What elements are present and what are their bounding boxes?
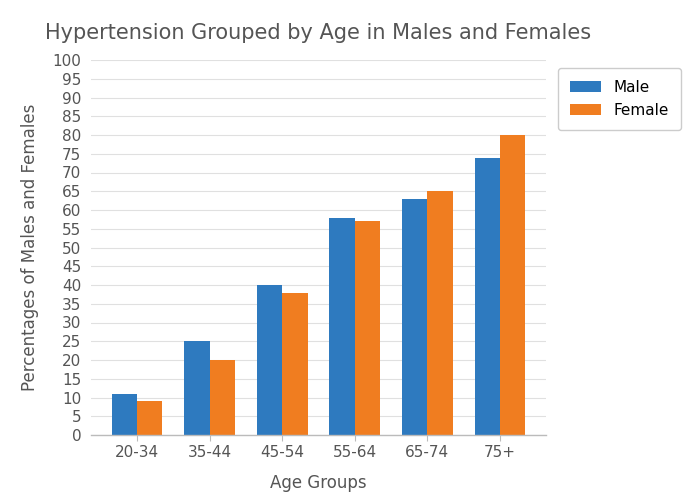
Bar bbox=[257, 285, 282, 435]
Bar bbox=[330, 218, 355, 435]
Bar bbox=[355, 221, 380, 435]
Title: Hypertension Grouped by Age in Males and Females: Hypertension Grouped by Age in Males and… bbox=[46, 23, 592, 43]
X-axis label: Age Groups: Age Groups bbox=[270, 474, 367, 492]
Bar bbox=[402, 198, 428, 435]
Bar bbox=[184, 341, 209, 435]
Bar bbox=[500, 135, 525, 435]
Bar bbox=[112, 394, 137, 435]
Y-axis label: Percentages of Males and Females: Percentages of Males and Females bbox=[20, 104, 38, 391]
Legend: Male, Female: Male, Female bbox=[558, 68, 681, 130]
Bar bbox=[137, 401, 162, 435]
Bar bbox=[209, 360, 235, 435]
Bar bbox=[428, 191, 453, 435]
Bar bbox=[475, 158, 500, 435]
Bar bbox=[282, 292, 307, 435]
